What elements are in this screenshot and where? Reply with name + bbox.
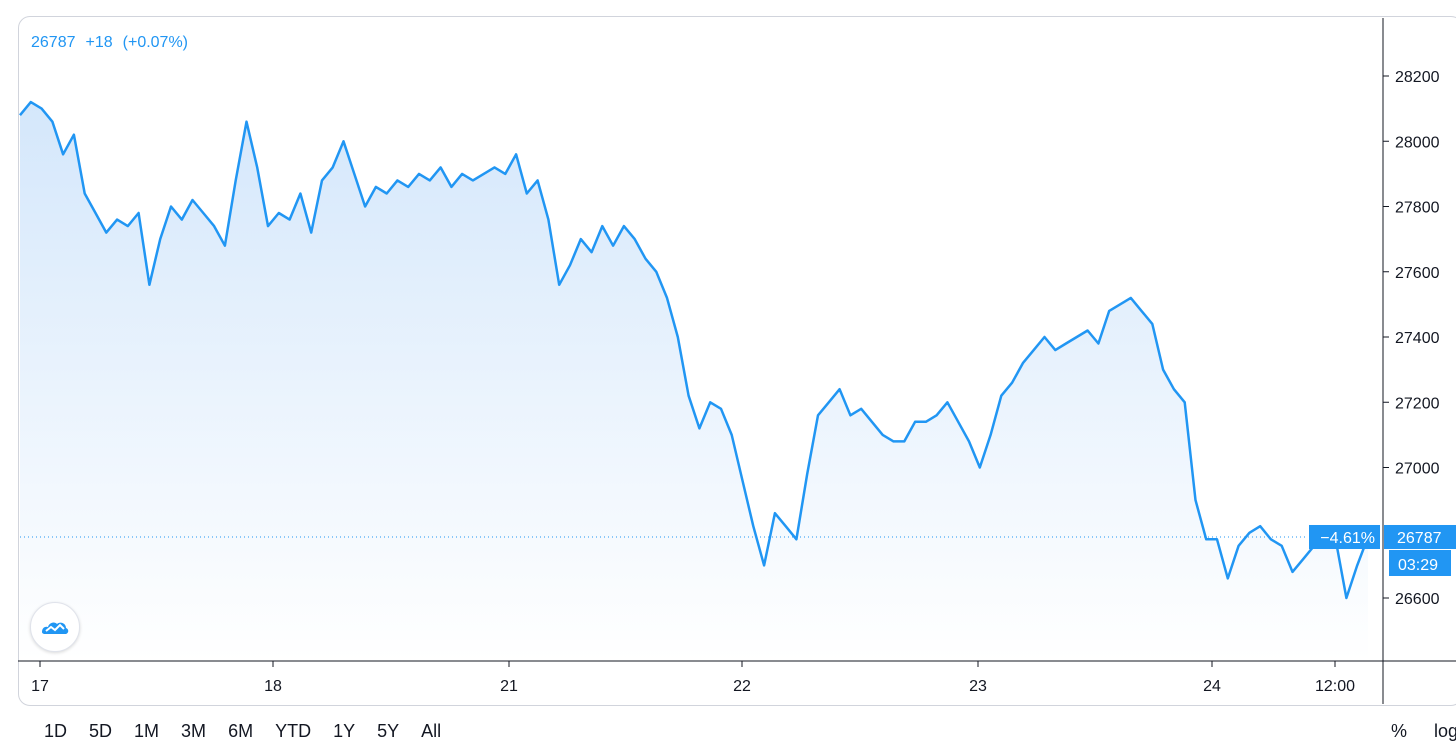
- price-value: 26787: [31, 34, 76, 51]
- y-tick-label: 26600: [1395, 591, 1440, 608]
- price-change: +18: [85, 34, 113, 51]
- tradingview-cloud-icon: [42, 622, 69, 634]
- price-label-bg: [1384, 524, 1456, 549]
- range-button-1m[interactable]: 1M: [134, 721, 160, 741]
- countdown-label: 03:29: [1398, 557, 1438, 574]
- x-tick-label: 22: [733, 678, 751, 695]
- y-tick-label: 27200: [1395, 395, 1440, 412]
- y-tick-label: 27000: [1395, 461, 1440, 478]
- range-bar: 1D 5D 1M 3M 6M YTD 1Y 5Y All: [44, 721, 452, 742]
- price-series-line[interactable]: [19, 100, 1370, 600]
- y-tick-label: 28000: [1395, 134, 1440, 151]
- range-button-all[interactable]: All: [421, 721, 442, 741]
- x-tick-label: 12:00: [1315, 678, 1355, 695]
- x-tick-label: 21: [500, 678, 518, 695]
- percent-label-bg: [1309, 524, 1380, 549]
- area-fill: [20, 102, 1368, 662]
- x-tick-label: 17: [31, 678, 49, 695]
- tradingview-logo[interactable]: [30, 602, 80, 652]
- range-button-ytd[interactable]: YTD: [275, 721, 312, 741]
- x-tick-label: 24: [1203, 678, 1221, 695]
- x-tick-label: 23: [969, 678, 987, 695]
- y-tick-label: 28200: [1395, 69, 1440, 86]
- y-tick-label: 27600: [1395, 265, 1440, 282]
- range-button-5d[interactable]: 5D: [89, 721, 113, 741]
- log-scale-button[interactable]: log: [1434, 721, 1456, 741]
- percent-scale-button[interactable]: %: [1391, 721, 1408, 741]
- y-tick-label: 27400: [1395, 330, 1440, 347]
- range-button-3m[interactable]: 3M: [181, 721, 207, 741]
- range-button-5y[interactable]: 5Y: [377, 721, 400, 741]
- range-button-1y[interactable]: 1Y: [333, 721, 356, 741]
- price-label-value: 26787: [1397, 530, 1442, 547]
- percent-label: −4.61%: [1320, 530, 1375, 547]
- countdown-label-bg: [1389, 549, 1451, 576]
- range-button-6m[interactable]: 6M: [228, 721, 254, 741]
- price-header: 26787 +18 (+0.07%): [31, 34, 198, 52]
- x-tick-label: 18: [264, 678, 282, 695]
- range-button-1d[interactable]: 1D: [44, 721, 68, 741]
- y-tick-label: 27800: [1395, 200, 1440, 217]
- price-change-pct: (+0.07%): [122, 34, 189, 51]
